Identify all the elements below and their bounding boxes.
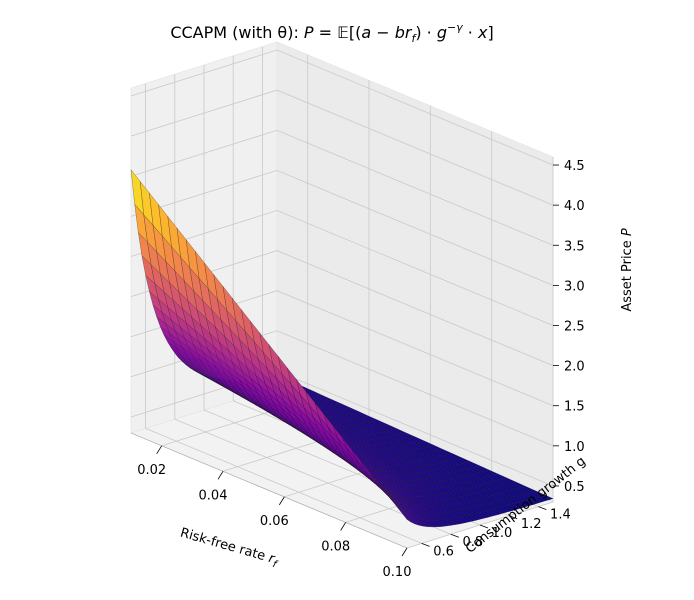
y-tick-mark [450, 533, 459, 538]
surface-patch [397, 507, 411, 523]
title-minus: − [371, 23, 395, 42]
z-grid-line [130, 49, 554, 166]
y-tick-label: 0.8 [462, 535, 483, 550]
y-tick-label: 1.2 [521, 517, 542, 532]
x-tick-label: 0.04 [199, 488, 228, 503]
y-tick-mark [479, 524, 489, 529]
z-axis-label: Asset Price P [620, 228, 635, 312]
z-grid-line [130, 169, 554, 286]
x-grid-line [406, 157, 554, 549]
y-tick-mark [421, 543, 430, 547]
x-tick-mark [340, 522, 347, 531]
y-axis-ticks: 0.6 0.8 1.0 1.2 1.4 [421, 506, 571, 559]
x-tick-label: 0.06 [260, 514, 289, 529]
title-b: b [395, 23, 405, 42]
y-tick-label: 1.0 [492, 526, 513, 541]
z-grid-line [130, 89, 554, 206]
x-tick-label: 0.08 [321, 539, 350, 554]
x-axis-label: Risk-free rate rf [178, 526, 281, 572]
x-tick-label: 0.02 [137, 463, 166, 478]
title-dot: · [463, 23, 478, 42]
x-tick-mark [278, 496, 285, 506]
y-tick-mark [538, 506, 547, 510]
title-eq: = 𝔼[( [314, 23, 362, 42]
title-a: a [361, 23, 371, 42]
title-prefix: CCAPM (with θ): [170, 23, 304, 42]
x-axis-line [130, 432, 408, 549]
x-tick-mark [156, 445, 163, 454]
y-grid-line [174, 74, 451, 535]
x-tick-mark [217, 471, 224, 480]
surface-mesh [130, 169, 554, 528]
title-close: ) · [415, 23, 437, 42]
z-tick-label: 4.5 [564, 159, 585, 174]
z-tick-label: 4.0 [564, 199, 585, 214]
chart-title: CCAPM (with θ): P = 𝔼[(a − brf) · g−γ · … [170, 21, 493, 45]
z-tick-label: 3.5 [564, 239, 585, 254]
z-tick-label: 0.5 [564, 480, 585, 495]
x-tick-mark [401, 547, 408, 557]
z-tick-label: 1.0 [564, 440, 585, 455]
title-g: g [437, 23, 447, 42]
x-tick-label: 0.10 [383, 565, 412, 580]
z-grid-line [130, 330, 554, 447]
z-tick-label: 2.5 [564, 319, 585, 334]
x-axis-ticks: 0.02 0.04 0.06 0.08 0.10 [130, 432, 412, 580]
title-lhs: P [304, 23, 314, 42]
z-tick-label: 3.0 [564, 279, 585, 294]
y-tick-label: 1.4 [550, 508, 571, 523]
y-tick-label: 0.6 [433, 544, 454, 559]
y-tick-mark [509, 515, 518, 520]
z-grid-line [130, 129, 554, 246]
title-r: r [405, 23, 413, 42]
title-end: ] [487, 23, 493, 42]
title-x: x [477, 23, 488, 42]
z-tick-label: 1.5 [564, 400, 585, 415]
title-r-sub: f [411, 32, 417, 45]
title-g-sup: −γ [447, 21, 463, 34]
z-tick-label: 2.0 [564, 360, 585, 375]
z-axis-ticks: 0.5 1.0 1.5 2.0 2.5 3.0 3.5 4.0 4.5 [553, 159, 585, 495]
